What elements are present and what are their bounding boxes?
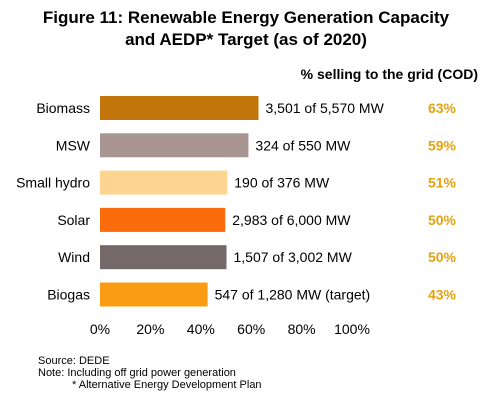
data-label-solar: 2,983 of 6,000 MW <box>232 212 351 228</box>
chart-plot: Biomass 3,501 of 5,570 MW 63% MSW 324 of 550… <box>16 96 457 337</box>
category-label-msw: MSW <box>56 137 91 153</box>
share-value-wind: 50% <box>428 249 457 265</box>
x-tick-label-2: 40% <box>187 321 215 337</box>
bar-biogas <box>100 282 208 307</box>
x-tick-label-3: 60% <box>237 321 265 337</box>
category-label-biogas: Biogas <box>47 287 90 303</box>
category-label-biomass: Biomass <box>36 100 90 116</box>
category-label-solar: Solar <box>57 212 90 228</box>
share-value-msw: 59% <box>428 137 457 153</box>
x-tick-label-5: 100% <box>334 321 370 337</box>
aedp-footnote: * Alternative Energy Development Plan <box>72 379 262 391</box>
category-label-wind: Wind <box>58 249 90 265</box>
share-value-biomass: 63% <box>428 100 457 116</box>
data-label-msw: 324 of 550 MW <box>255 137 351 153</box>
share-value-small-hydro: 51% <box>428 175 457 191</box>
data-label-biogas: 547 of 1,280 MW (target) <box>215 287 371 303</box>
data-label-wind: 1,507 of 3,002 MW <box>234 249 353 265</box>
data-label-small-hydro: 190 of 376 MW <box>234 175 330 191</box>
share-column-header: % selling to the grid (COD) <box>300 66 478 82</box>
x-tick-label-4: 80% <box>288 321 316 337</box>
chart-title-line-1: Figure 11: Renewable Energy Generation C… <box>42 8 450 27</box>
chart-notes: Source: DEDE Note: Including off grid po… <box>38 355 262 391</box>
data-label-biomass: 3,501 of 5,570 MW <box>266 100 385 116</box>
bar-small-hydro <box>100 170 228 195</box>
share-value-solar: 50% <box>428 212 457 228</box>
category-label-small-hydro: Small hydro <box>16 175 90 191</box>
bar-solar <box>100 207 226 232</box>
share-value-biogas: 43% <box>428 287 457 303</box>
source-note: Source: DEDE <box>38 355 110 367</box>
off-grid-note: Note: Including off grid power generatio… <box>38 367 236 379</box>
x-tick-label-1: 20% <box>136 321 164 337</box>
x-tick-label-0: 0% <box>90 321 110 337</box>
bar-msw <box>100 133 249 158</box>
bar-biomass <box>100 96 259 120</box>
chart-title-line-2: and AEDP* Target (as of 2020) <box>125 30 367 49</box>
bar-wind <box>100 245 227 270</box>
